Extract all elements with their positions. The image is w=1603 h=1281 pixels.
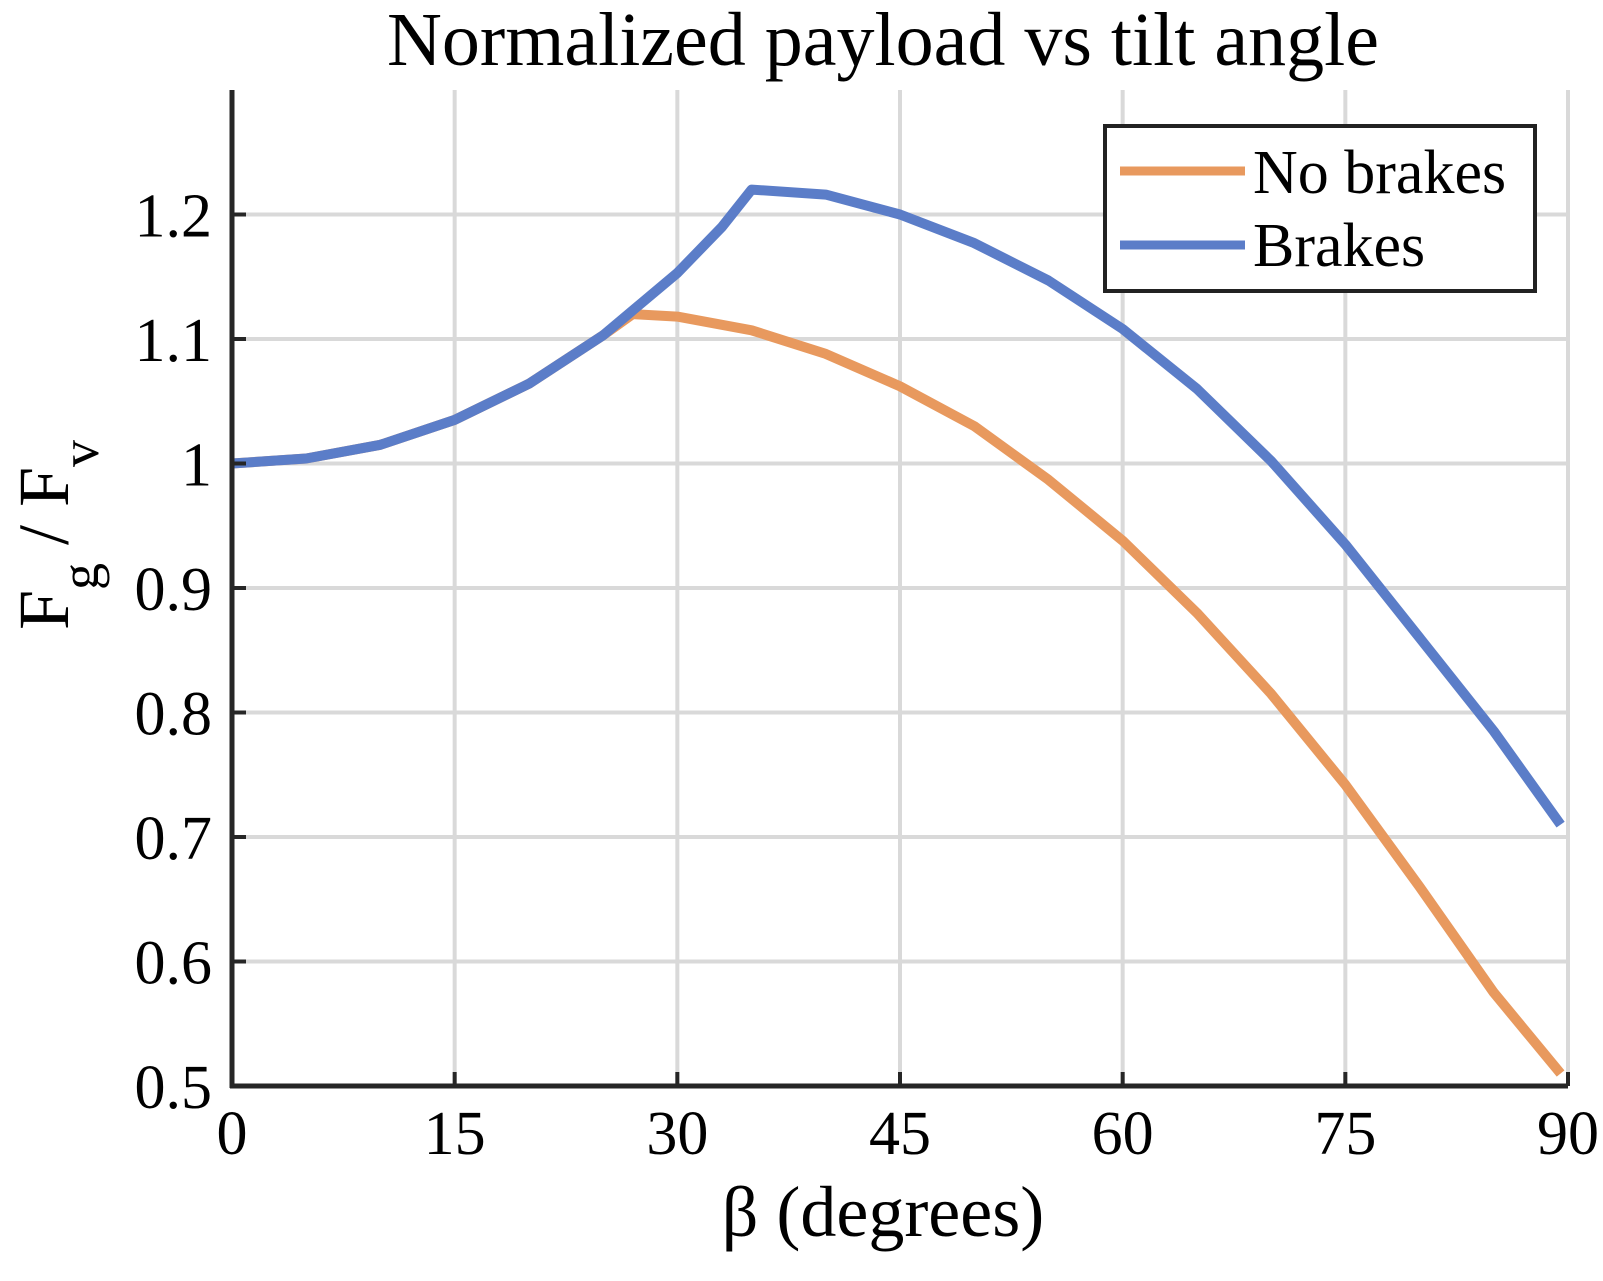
y-tick-label: 1 <box>181 432 212 500</box>
x-tick-label: 0 <box>217 1100 248 1168</box>
x-tick-label: 45 <box>869 1100 931 1168</box>
y-tick-label: 0.8 <box>135 681 213 749</box>
x-tick-label: 30 <box>646 1100 708 1168</box>
plot-lines <box>231 184 1565 1077</box>
legend-label-brakes: Brakes <box>1253 212 1425 280</box>
grid <box>232 90 1570 1086</box>
y-axis-label: Fg / Fv <box>4 440 110 630</box>
y-tick-label: 0.5 <box>135 1054 213 1122</box>
y-axis-label-sub-2: v <box>50 440 110 467</box>
legend-box <box>1103 124 1537 293</box>
y-axis-label-main-1: F <box>4 590 84 630</box>
y-tick-label: 0.9 <box>135 556 213 624</box>
x-tick-label: 75 <box>1314 1100 1376 1168</box>
y-axis-label-separator: / <box>4 507 84 563</box>
y-tick-label: 0.6 <box>135 930 213 998</box>
x-tick-label: 60 <box>1092 1100 1154 1168</box>
legend-label-no-brakes: No brakes <box>1253 139 1506 207</box>
y-axis-label-main-2: F <box>4 467 84 507</box>
y-axis-label-sub-1: g <box>50 563 110 590</box>
svg-text:Fg / Fv: Fg / Fv <box>4 440 110 630</box>
chart-title: Normalized payload vs tilt angle <box>387 0 1379 82</box>
axes <box>229 90 1570 1089</box>
series-line-brakes <box>231 184 1565 828</box>
y-tick-label: 1.2 <box>135 183 213 251</box>
x-tick-label: 15 <box>424 1100 486 1168</box>
y-tick-label: 0.7 <box>135 805 213 873</box>
x-tick-label: 90 <box>1537 1100 1599 1168</box>
tick-labels: 0 15 30 45 60 75 90 0.5 0.6 0.7 0.8 0.9 1 1.1 1.2 <box>135 183 1600 1169</box>
legend: No brakes Brakes <box>1103 124 1537 293</box>
y-tick-label: 1.1 <box>135 307 213 375</box>
x-axis-label: β (degrees) <box>722 1172 1044 1252</box>
